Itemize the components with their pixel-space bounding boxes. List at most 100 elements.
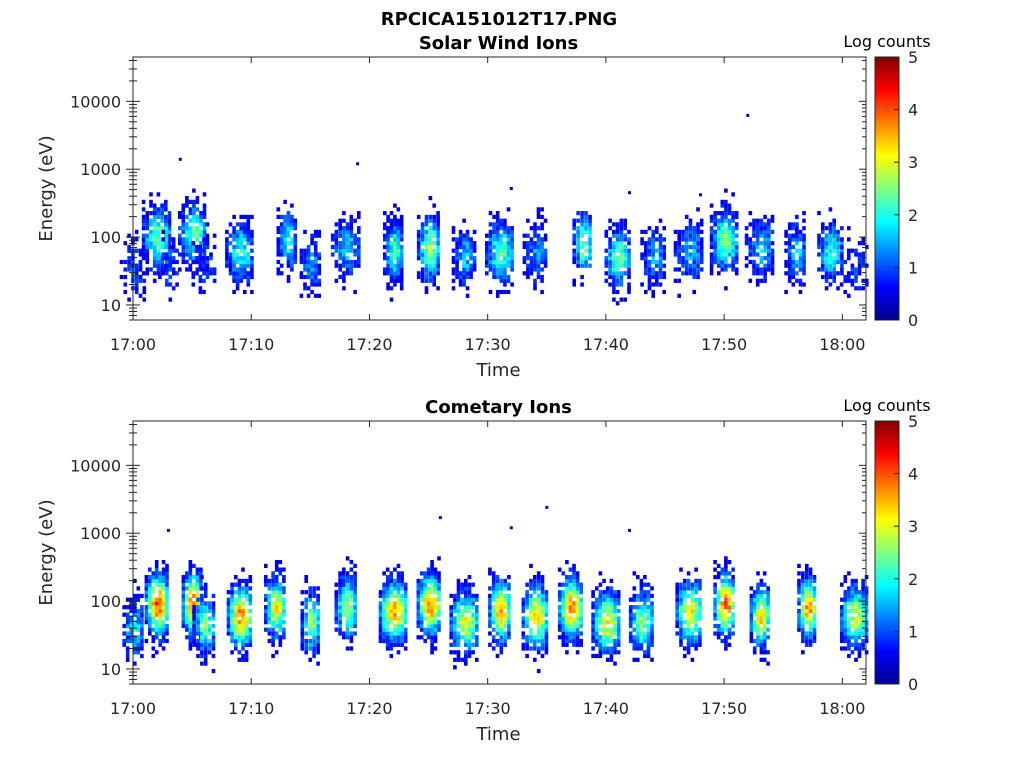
heatmap-cell <box>724 207 728 212</box>
heatmap-cell <box>246 226 251 231</box>
heatmap-cell <box>274 597 279 602</box>
heatmap-cell <box>389 586 394 591</box>
heatmap-cell <box>156 229 161 234</box>
heatmap-cell <box>540 605 545 610</box>
heatmap-cell <box>250 241 254 246</box>
heatmap-cell <box>591 623 595 629</box>
heatmap-cell <box>619 226 624 231</box>
heatmap-cell <box>759 218 764 223</box>
heatmap-cell <box>234 616 238 621</box>
heatmap-cell <box>202 248 206 253</box>
heatmap-cell <box>847 256 851 261</box>
heatmap-cell <box>389 263 394 268</box>
heatmap-cell <box>795 271 799 276</box>
heatmap-cell <box>181 593 186 598</box>
heatmap-cell <box>419 612 424 617</box>
heatmap-cell <box>403 635 408 640</box>
heatmap-cell <box>766 586 770 591</box>
heatmap-cell <box>623 297 627 302</box>
heatmap-cell <box>690 582 695 587</box>
heatmap-cell <box>646 623 651 629</box>
heatmap-cell <box>205 267 210 272</box>
heatmap-cell <box>529 601 533 606</box>
heatmap-cell <box>696 256 700 261</box>
heatmap-cell <box>436 226 440 231</box>
heatmap-cell <box>353 608 357 614</box>
heatmap-cell <box>824 237 829 242</box>
heatmap-cell <box>142 278 147 283</box>
heatmap-cell <box>688 256 693 261</box>
heatmap-cell <box>503 263 507 268</box>
heatmap-cell <box>455 271 459 276</box>
heatmap-cell <box>536 248 541 253</box>
heatmap-cell <box>646 608 651 614</box>
heatmap-cell <box>136 586 141 591</box>
heatmap-cell <box>400 623 404 629</box>
heatmap-cell <box>192 214 196 219</box>
heatmap-cell <box>540 593 545 598</box>
heatmap-cell <box>720 248 725 253</box>
heatmap-cell <box>612 229 616 234</box>
heatmap-cell <box>433 575 438 580</box>
heatmap-cell <box>200 642 204 647</box>
heatmap-cell <box>161 252 166 257</box>
heatmap-cell <box>396 263 401 268</box>
heatmap-cell <box>522 256 527 261</box>
heatmap-cell <box>576 248 580 253</box>
heatmap-cell <box>241 586 245 591</box>
heatmap-cell <box>598 627 603 632</box>
heatmap-cell <box>854 620 858 625</box>
heatmap-cell <box>428 196 433 201</box>
heatmap-cell <box>696 252 700 257</box>
heatmap-cell <box>840 608 844 614</box>
heatmap-cell <box>720 623 725 629</box>
heatmap-cell <box>485 252 489 257</box>
heatmap-cell <box>119 274 124 280</box>
heatmap-cell <box>699 259 704 265</box>
heatmap-cell <box>345 578 350 583</box>
heatmap-cell <box>698 582 702 587</box>
heatmap-cell <box>696 259 700 265</box>
heatmap-cell <box>658 263 663 268</box>
heatmap-cell <box>334 233 339 238</box>
heatmap-cell <box>636 575 640 580</box>
heatmap-cell <box>679 586 683 591</box>
heatmap-cell <box>766 620 770 625</box>
heatmap-cell <box>140 612 144 617</box>
heatmap-cell <box>400 642 404 647</box>
heatmap-cell <box>345 593 350 598</box>
heatmap-cell <box>317 263 322 268</box>
heatmap-cell <box>127 244 131 250</box>
heatmap-cell <box>690 620 695 625</box>
heatmap-cell <box>248 631 253 636</box>
heatmap-cell <box>161 597 166 602</box>
heatmap-cell <box>770 241 775 246</box>
heatmap-cell <box>436 211 440 216</box>
heatmap-cell <box>312 638 316 644</box>
heatmap-cell <box>353 218 357 223</box>
heatmap-cell <box>797 601 801 606</box>
heatmap-cell <box>161 631 166 636</box>
heatmap-cell <box>643 631 647 636</box>
heatmap-cell <box>141 214 146 219</box>
heatmap-cell <box>196 627 200 632</box>
heatmap-cell <box>241 635 245 640</box>
heatmap-cell <box>462 263 466 268</box>
heatmap-cell <box>430 582 434 587</box>
heatmap-cell <box>797 586 801 591</box>
heatmap-cell <box>698 642 702 647</box>
heatmap-cell <box>246 241 251 246</box>
heatmap-cell <box>608 259 612 265</box>
heatmap-cell <box>644 248 648 253</box>
heatmap-cell <box>148 627 152 632</box>
heatmap-cell <box>203 627 208 632</box>
heatmap-cell <box>158 605 162 610</box>
heatmap-cell <box>619 222 624 227</box>
heatmap-cell <box>854 627 858 632</box>
heatmap-cell <box>716 593 721 598</box>
heatmap-cell <box>795 214 799 219</box>
heatmap-cell <box>433 627 438 632</box>
heatmap-cell <box>503 274 507 280</box>
heatmap-cell <box>202 226 207 231</box>
heatmap-cell <box>205 256 210 261</box>
